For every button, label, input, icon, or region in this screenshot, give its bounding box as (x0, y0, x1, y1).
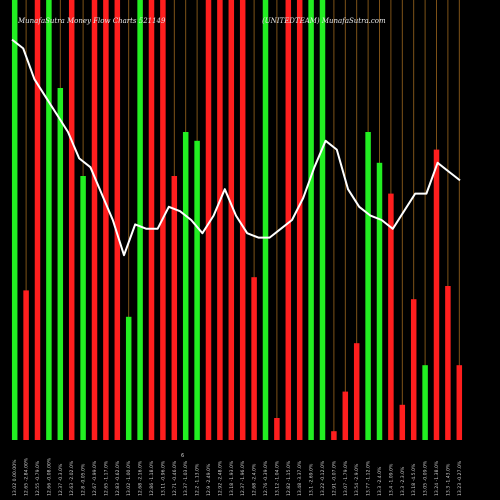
bar-down (103, 0, 109, 440)
bar-down (445, 286, 451, 440)
x-tick-label: 12.76 -0.39.0% (263, 460, 269, 496)
x-tick-label: 12.63 -2.02.0% (69, 460, 75, 496)
bar-down (331, 431, 337, 440)
bar-down (114, 0, 121, 440)
bar-up (376, 162, 383, 441)
x-tick-label: 12.9 -2.49.0% (206, 463, 212, 496)
x-tick-label: 13.18 -1.93.0% (229, 460, 235, 496)
bar-down (410, 299, 417, 440)
x-tick-label: 13.4 -1.09.0% (388, 463, 394, 496)
x-tick-label: 13.37 -1.03.0% (183, 460, 189, 496)
x-tick-label: 12.67 -0.99.0% (92, 460, 98, 496)
bar-down (456, 365, 463, 440)
bar-up (308, 0, 314, 440)
x-tick-label: 12.8 -0.05.0% (81, 463, 87, 496)
bar-up (80, 176, 86, 440)
x-tick-label: 13.24 -1.38.0% (434, 460, 440, 496)
x-tick-label: 12.55 -0.79.0% (35, 460, 41, 496)
bar-down (205, 0, 212, 440)
bar-up (319, 0, 326, 440)
x-tick-label: 13.23 -0.27.0% (457, 460, 463, 496)
x-tick-label: 13.22 -0.12.0% (320, 460, 326, 496)
bar-up (57, 88, 64, 440)
bar-down (68, 0, 75, 440)
x-tick-label: 12.37 -0.3.0% (58, 463, 64, 496)
bar-up (137, 0, 143, 440)
x-tick-label: 13.18 -4.5.0% (411, 463, 417, 496)
x-tick-label: 13.12 -1.04.0% (274, 460, 280, 496)
x-tick-label: 12.2 -1.13.0% (195, 463, 201, 496)
x-tick-labels: 13.02 0.00.00% 12.65 -2.84.00% 12.55 -0.79… (12, 457, 463, 496)
bar-up (182, 132, 189, 440)
bar-down (148, 0, 155, 440)
x-tick-label: 12.83 -0.62.0% (115, 460, 121, 496)
x-tick-label: 13.02 -1.00.0% (126, 460, 132, 496)
x-tick-label: 13.3 -2.3.0% (400, 466, 406, 496)
bar-down (353, 343, 360, 440)
money-flow-line-path (11, 38, 461, 257)
x-tick-label: 12.82 -1.15.0% (286, 460, 292, 496)
bar-down (228, 0, 235, 440)
bar-up (365, 132, 371, 440)
bar-down (171, 176, 178, 440)
x-tick-label: 12.92 -2.48.0% (217, 460, 223, 496)
chart-title-right: (UNITEDTEAM) MunafaSutra.com (262, 17, 386, 25)
bar-down (433, 149, 440, 440)
x-tick-label: 12.86 -1.18.0% (149, 460, 155, 496)
x-tick-label: 13.11 -0.96.0% (160, 460, 166, 496)
x-tick-label: 12.91 -0.07.0% (331, 460, 337, 496)
bar-up (262, 0, 269, 440)
bar-down (285, 0, 292, 440)
x-tick-label: 12.66 -0.08.00% (46, 457, 52, 496)
bar-down (23, 290, 29, 440)
x-tick-label: 12.65 -1.17.0% (103, 460, 109, 496)
x-tick-label: 13.77 -1.12.0% (366, 460, 372, 496)
x-tick-label: 13.1 -2.69.0% (309, 463, 315, 496)
x-tick-label: 13.02 0.00.00% (12, 459, 18, 496)
bar-down (274, 418, 280, 440)
x-tick-label: 12.71 -0.46.0% (172, 460, 178, 496)
bar-down (296, 0, 303, 440)
bar-down (91, 0, 98, 440)
x-tick-label: 13.3 -2.4.0% (377, 466, 383, 496)
x-tick-label: 12.65 -2.84.00% (24, 457, 30, 496)
bar-down (251, 277, 257, 440)
bar-up (11, 0, 18, 440)
axis-mark: 6 (181, 453, 184, 459)
x-tick-label: 12.37 -1.96.0% (240, 460, 246, 496)
x-tick-label: 13.3 -1.43.0% (445, 463, 451, 496)
bar-up (422, 365, 428, 440)
bar-up (46, 0, 52, 440)
bar-up (194, 140, 200, 441)
bar-down (239, 0, 246, 440)
x-tick-label: 13.48 -3.37.0% (297, 460, 303, 496)
bar-up (125, 316, 132, 440)
x-tick-label: 13.05 -0.09.0% (423, 460, 429, 496)
x-tick-label: 13.07 -1.79.0% (343, 460, 349, 496)
bar-down (388, 193, 394, 440)
x-tick-label: 12.68 -2.4.0% (252, 463, 258, 496)
x-tick-label: 12.68 -2.16.0% (138, 460, 144, 496)
bar-down (399, 404, 406, 440)
money-flow-line (11, 38, 461, 257)
bar-down (217, 0, 223, 440)
bar-down (34, 0, 41, 440)
x-tick-label: 13.54 -2.9.0% (354, 463, 360, 496)
chart-title-left: MunafaSutra Money Flow Charts 521149 (17, 17, 166, 25)
bar-down (342, 391, 349, 440)
